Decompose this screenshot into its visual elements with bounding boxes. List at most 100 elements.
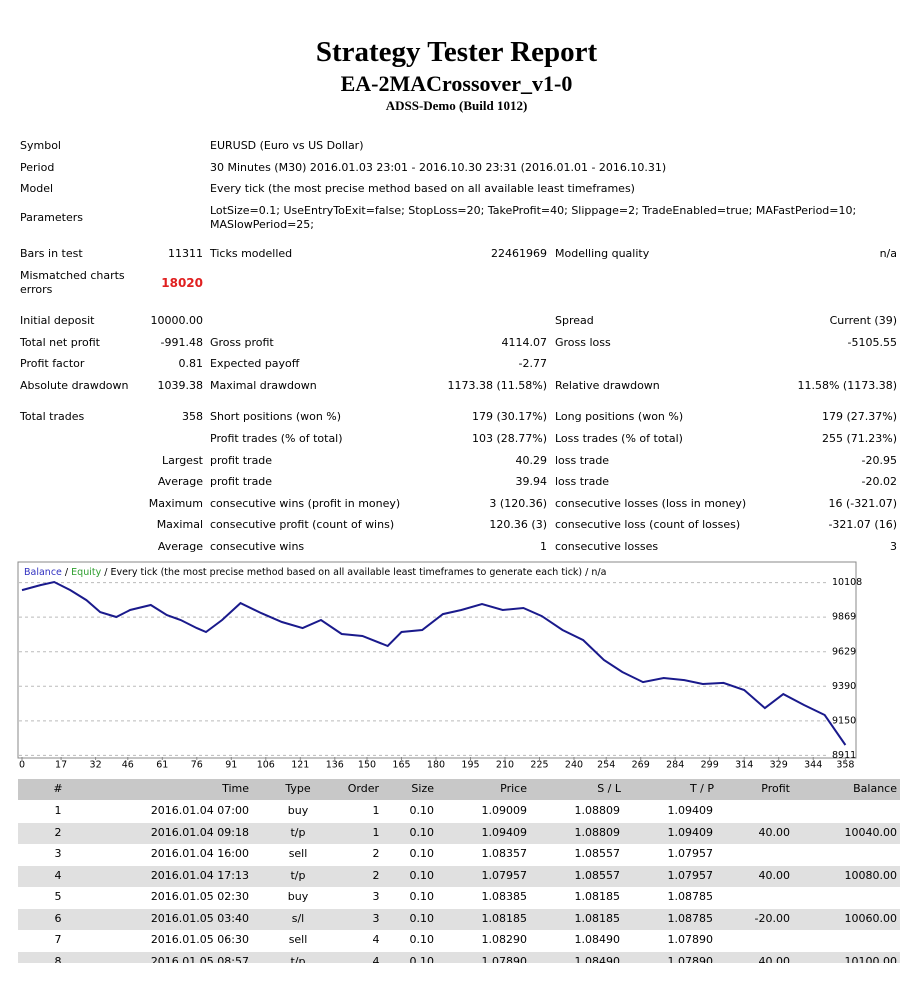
table-cell: 2 [54, 825, 62, 839]
stat-value: -2.77 [518, 357, 547, 370]
table-cell: 1.08785 [667, 911, 714, 925]
column-header: Type [285, 782, 311, 795]
table-cell: 1.07890 [667, 954, 714, 964]
table-cell: t/p [290, 825, 306, 839]
build-info: ADSS-Demo (Build 1012) [385, 98, 528, 113]
x-tick-label: 314 [735, 760, 753, 771]
x-tick-label: 344 [804, 760, 822, 771]
x-tick-label: 195 [461, 760, 479, 771]
setting-label: Symbol [20, 139, 61, 152]
legend-separator: / [65, 567, 69, 578]
stat-value: 179 (30.17%) [471, 410, 547, 423]
trades-table: # Time Type Order Size Price S / L T / P Profit B… [0, 778, 913, 963]
stat-label: Bars in test [20, 247, 83, 260]
setting-label: Period [20, 161, 55, 174]
table-cell: 1.08290 [481, 933, 528, 946]
table-cell: 10100.00 [844, 954, 898, 964]
stat-label: consecutive loss (count of losses) [555, 518, 741, 531]
table-cell: 10040.00 [844, 825, 898, 839]
legend-entry: Balance [24, 567, 62, 578]
table-cell: 3 [372, 890, 380, 903]
stat-label: Relative drawdown [555, 379, 660, 392]
x-tick-label: 284 [666, 760, 684, 771]
table-cell: 1.08490 [574, 933, 621, 946]
report-subtitle: EA-2MACrossover_v1-0 [340, 71, 573, 96]
table-cell: 10060.00 [844, 911, 898, 925]
row-band [18, 822, 900, 844]
x-tick-label: 61 [156, 760, 168, 771]
stat-value: -991.48 [160, 336, 203, 349]
x-tick-label: 210 [496, 760, 514, 771]
stat-label: Short positions (won %) [210, 410, 342, 423]
table-cell: 4 [372, 954, 380, 964]
table-cell: 1.07890 [481, 954, 528, 964]
table-cell: 4 [54, 868, 62, 882]
table-cell: sell [288, 847, 308, 860]
table-cell: 1.09409 [667, 825, 714, 839]
column-header: Time [222, 782, 249, 795]
legend-entry: Equity [71, 567, 101, 578]
table-cell: 1.08357 [481, 847, 528, 860]
stat-label: Spread [555, 314, 594, 327]
stat-value: Average [157, 475, 203, 488]
stat-label: Loss trades (% of total) [555, 432, 683, 445]
table-cell: 1.08185 [574, 911, 621, 925]
report-title: Strategy Tester Report [315, 36, 598, 68]
stat-value: 3 (120.36) [489, 497, 547, 510]
y-tick-label: 9629 [832, 646, 856, 657]
stat-label: Initial deposit [20, 314, 95, 327]
stat-value: Largest [162, 454, 203, 467]
table-cell: buy [287, 804, 309, 817]
stat-value: 39.94 [515, 475, 548, 488]
stat-value: 1173.38 (11.58%) [447, 379, 547, 392]
y-tick-label: 9150 [832, 715, 856, 726]
x-tick-label: 269 [632, 760, 650, 771]
x-tick-label: 180 [427, 760, 445, 771]
x-tick-label: 136 [326, 760, 344, 771]
stat-value: 22461969 [491, 247, 547, 260]
table-cell: 8 [54, 954, 62, 964]
table-cell: 7 [54, 933, 62, 946]
header-row [18, 779, 900, 800]
table-cell: 1.08185 [574, 890, 621, 903]
stat-label: consecutive wins [210, 540, 305, 553]
x-tick-label: 329 [770, 760, 788, 771]
table-cell: 1.07890 [667, 933, 714, 946]
stat-label: profit trade [210, 454, 273, 467]
table-cell: 40.00 [758, 825, 791, 839]
table-cell: 0.10 [409, 868, 435, 882]
setting-value: Every tick (the most precise method base… [210, 182, 635, 195]
stat-value: n/a [879, 247, 897, 260]
stat-value: Average [157, 540, 203, 553]
x-tick-label: 358 [836, 760, 854, 771]
table-cell: 1 [372, 825, 380, 839]
stat-value: 120.36 (3) [489, 518, 547, 531]
stat-label: Profit factor [20, 357, 85, 370]
chart-legend: Balance / Equity / Every tick (the most … [24, 567, 606, 578]
table-cell: t/p [290, 868, 306, 882]
stat-value: Current (39) [829, 314, 897, 327]
table-cell: 0.10 [409, 804, 435, 817]
stat-label: Long positions (won %) [555, 410, 684, 423]
setting-label: Model [20, 182, 54, 195]
table-cell: 2 [372, 847, 380, 860]
stat-label: Total trades [20, 410, 85, 423]
table-cell: 1.07957 [667, 847, 714, 860]
stat-value: 358 [182, 410, 203, 423]
table-cell: 1.09409 [667, 804, 714, 817]
table-cell: 0.10 [409, 825, 435, 839]
stat-label: loss trade [555, 475, 610, 488]
row-band [18, 951, 900, 963]
table-cell: 1.09409 [481, 825, 528, 839]
table-cell: 1.07957 [667, 868, 714, 882]
stat-value: -321.07 (16) [828, 518, 897, 531]
y-tick-label: 9869 [832, 612, 856, 623]
table-cell: 1.08557 [574, 868, 621, 882]
table-cell: 2016.01.04 17:13 [150, 868, 249, 882]
table-cell: 1.07957 [481, 868, 528, 882]
stat-label: consecutive losses (loss in money) [555, 497, 747, 510]
x-tick-label: 17 [55, 760, 67, 771]
table-cell: 2016.01.05 08:57 [150, 954, 249, 964]
table-cell: 0.10 [409, 847, 435, 860]
table-cell: 3 [54, 847, 62, 860]
